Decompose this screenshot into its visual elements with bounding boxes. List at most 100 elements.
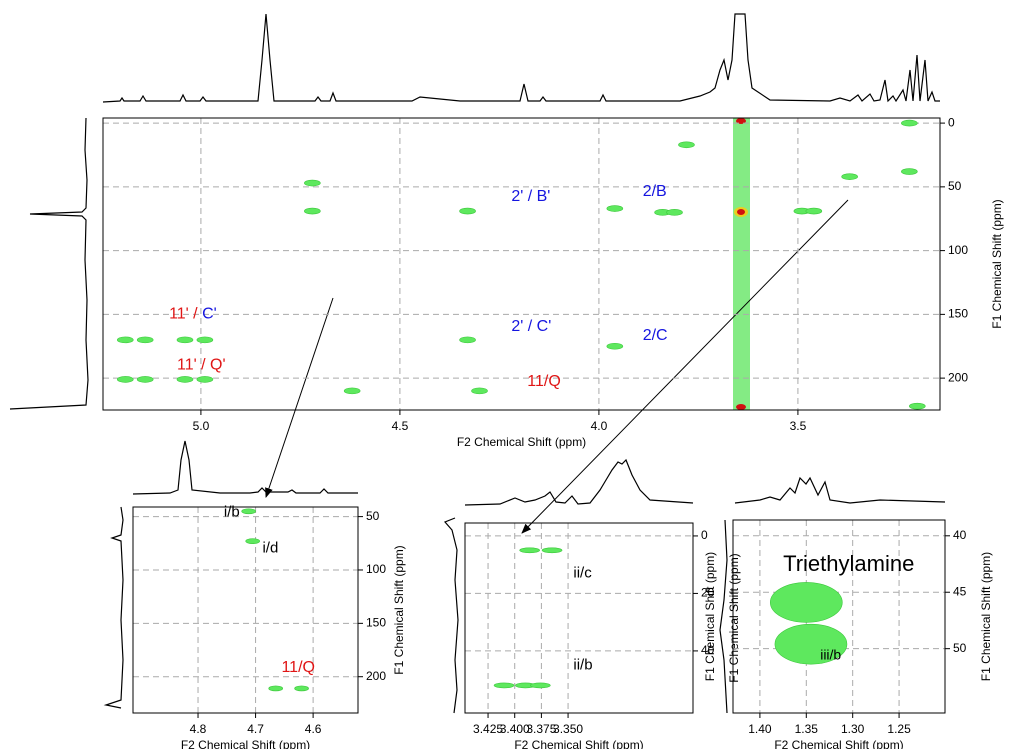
cross-peak (343, 387, 361, 395)
f2-projection (102, 13, 940, 103)
y-tick-label: 50 (366, 509, 380, 523)
cross-peak (304, 179, 321, 187)
x-tick-label: 5.0 (193, 419, 210, 433)
y-axis-label: F1 Chemical Shift (ppm) (979, 552, 993, 681)
y-axis-label: F1 Chemical Shift (ppm) (392, 545, 406, 674)
cross-peak (176, 336, 194, 344)
x-tick-label: 4.8 (190, 722, 207, 736)
cross-peak (245, 538, 260, 544)
y-tick-label: 200 (948, 370, 968, 384)
cross-peak (459, 207, 476, 215)
cross-peak (116, 336, 134, 344)
annotation: 11/Q (281, 659, 315, 676)
cross-peak (606, 342, 624, 350)
cross-peak (241, 508, 256, 515)
annotation-part: ii/c (573, 564, 592, 581)
f1-projection (9, 117, 89, 410)
annotation-part: 2' / C' (511, 318, 551, 335)
f1-projection (443, 517, 459, 714)
annotation-part: Triethylamine (783, 551, 914, 576)
annotation-part: ii/b (573, 656, 592, 673)
cross-peak (769, 582, 843, 623)
cross-peak (294, 685, 309, 692)
annotation: 2' / C' (511, 318, 551, 335)
cross-peak (774, 623, 848, 665)
annotation-part: 2/C (643, 327, 668, 344)
x-tick-label: 3.350 (553, 722, 583, 736)
y-axis-label: F1 Chemical Shift (ppm) (990, 199, 1004, 328)
x-tick-label: 1.25 (887, 722, 911, 736)
x-tick-label: 4.5 (392, 419, 409, 433)
x-tick-label: 4.7 (247, 722, 264, 736)
annotation-part: 11' / (169, 306, 202, 323)
f2-projection (132, 440, 358, 495)
cross-peak (541, 547, 563, 554)
cross-peak (805, 207, 823, 215)
annotation: 2' / B' (511, 188, 550, 205)
annotation: ii/c (573, 564, 592, 581)
annotation: 2/B (643, 183, 667, 200)
cross-peak (196, 336, 214, 344)
cross-peak (176, 376, 194, 383)
x-axis-label: F2 Chemical Shift (ppm) (514, 738, 643, 749)
annotation: 11' / C' (169, 306, 217, 323)
cross-peak (196, 376, 214, 383)
annotation: 2/C (643, 327, 668, 344)
y-tick-label: 20 (701, 586, 715, 600)
solvent-peak (736, 404, 746, 410)
cross-peak (304, 207, 321, 215)
x-tick-label: 4.6 (305, 722, 322, 736)
annotation: i/b (224, 503, 240, 520)
annotation: 11' / Q' (177, 357, 226, 374)
arrow (521, 199, 849, 534)
x-axis-label: F2 Chemical Shift (ppm) (774, 738, 903, 749)
plot-frame (132, 506, 359, 714)
y-tick-label: 200 (366, 669, 386, 683)
x-tick-label: 3.425 (473, 722, 503, 736)
cross-peak (678, 141, 695, 149)
x-axis-label: F2 Chemical Shift (ppm) (457, 435, 586, 449)
cross-peak (530, 682, 551, 689)
y-tick-label: 45 (953, 584, 967, 598)
annotation-part: 11/Q (527, 373, 561, 390)
annotation: Triethylamine (783, 551, 914, 576)
y-tick-label: 40 (701, 643, 715, 657)
cross-peak (116, 376, 134, 383)
y-tick-label: 100 (366, 562, 386, 576)
x-tick-label: 3.400 (500, 722, 530, 736)
annotation-part: C' (202, 306, 217, 323)
annotation-part: 11' / Q' (177, 357, 226, 374)
cross-peak (666, 209, 683, 216)
plot-frame (464, 522, 694, 714)
annotation-part: i/d (262, 540, 278, 557)
y-tick-label: 50 (953, 641, 967, 655)
y-tick-label: 150 (366, 616, 386, 630)
y-tick-label: 150 (948, 307, 968, 321)
annotation-part: 2' / B' (511, 188, 550, 205)
x-tick-label: 4.0 (591, 419, 608, 433)
cross-peak (136, 336, 154, 344)
y-tick-label: 100 (948, 243, 968, 257)
y-tick-label: 50 (948, 179, 962, 193)
solvent-peak (737, 209, 745, 215)
annotation-part: iii/b (820, 646, 841, 662)
f2-projection (734, 476, 946, 504)
solvent-ridge (733, 118, 750, 410)
cross-peak (519, 547, 540, 554)
f1-projection (719, 519, 728, 714)
y-axis-label: F1 Chemical Shift (ppm) (727, 553, 741, 682)
annotation: iii/b (820, 646, 841, 662)
f1-projection (103, 506, 124, 709)
x-axis-label: F2 Chemical Shift (ppm) (181, 738, 310, 749)
cross-peak (136, 376, 154, 383)
annotation-part: 11/Q (281, 659, 315, 676)
solvent-peak (736, 118, 746, 124)
annotation: 11/Q (527, 373, 561, 390)
cross-peak (909, 402, 926, 410)
cross-peak (901, 168, 918, 175)
cross-peak (841, 173, 858, 180)
cross-peak (493, 682, 515, 689)
cross-peak (471, 387, 488, 395)
x-tick-label: 1.40 (748, 722, 772, 736)
